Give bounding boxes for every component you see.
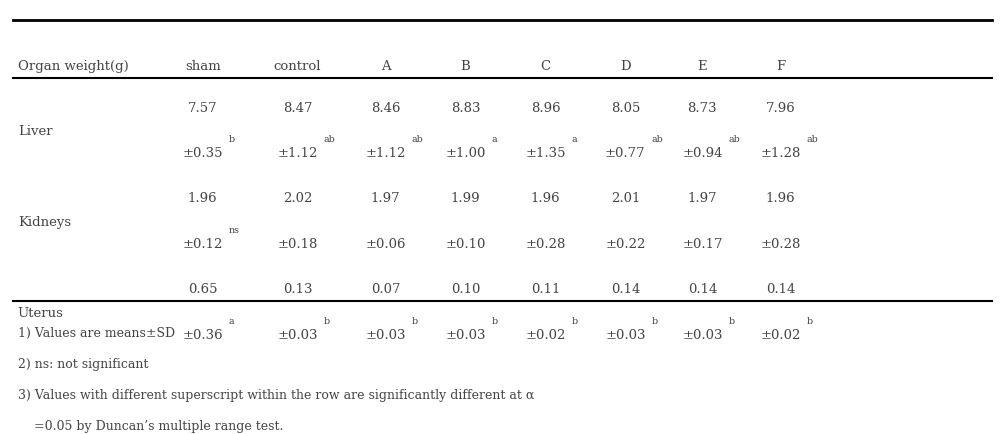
Text: 1.97: 1.97 xyxy=(687,192,718,205)
Text: a: a xyxy=(572,135,577,144)
Text: ±0.35: ±0.35 xyxy=(183,147,223,160)
Text: b: b xyxy=(651,316,657,326)
Text: Kidneys: Kidneys xyxy=(18,216,71,229)
Text: b: b xyxy=(412,316,418,326)
Text: Liver: Liver xyxy=(18,125,52,138)
Text: 8.47: 8.47 xyxy=(282,102,313,114)
Text: 2.02: 2.02 xyxy=(283,192,313,205)
Text: a: a xyxy=(229,316,234,326)
Text: B: B xyxy=(460,60,470,73)
Text: 7.96: 7.96 xyxy=(766,102,795,114)
Text: ±0.12: ±0.12 xyxy=(183,237,223,250)
Text: ab: ab xyxy=(651,135,663,144)
Text: E: E xyxy=(697,60,708,73)
Text: ±0.02: ±0.02 xyxy=(526,328,566,341)
Text: 0.14: 0.14 xyxy=(687,283,718,296)
Text: 1) Values are means±SD: 1) Values are means±SD xyxy=(18,326,175,339)
Text: ±1.28: ±1.28 xyxy=(760,147,801,160)
Text: ±0.10: ±0.10 xyxy=(445,237,485,250)
Text: ±0.02: ±0.02 xyxy=(760,328,801,341)
Text: ±0.18: ±0.18 xyxy=(277,237,318,250)
Text: sham: sham xyxy=(185,60,220,73)
Text: 8.96: 8.96 xyxy=(531,102,561,114)
Text: a: a xyxy=(491,135,497,144)
Text: 1.96: 1.96 xyxy=(766,192,795,205)
Text: ±0.03: ±0.03 xyxy=(445,328,485,341)
Text: ±0.94: ±0.94 xyxy=(682,147,723,160)
Text: Uterus: Uterus xyxy=(18,306,63,319)
Text: 0.14: 0.14 xyxy=(611,283,640,296)
Text: b: b xyxy=(229,135,235,144)
Text: 8.05: 8.05 xyxy=(611,102,640,114)
Text: b: b xyxy=(806,316,812,326)
Text: ab: ab xyxy=(412,135,423,144)
Text: ±0.03: ±0.03 xyxy=(365,328,406,341)
Text: ±0.77: ±0.77 xyxy=(605,147,646,160)
Text: ±0.03: ±0.03 xyxy=(605,328,645,341)
Text: D: D xyxy=(620,60,631,73)
Text: 0.10: 0.10 xyxy=(451,283,480,296)
Text: 0.13: 0.13 xyxy=(282,283,313,296)
Text: b: b xyxy=(729,316,735,326)
Text: ±0.36: ±0.36 xyxy=(182,328,223,341)
Text: ns: ns xyxy=(229,226,239,235)
Text: 1.96: 1.96 xyxy=(188,192,217,205)
Text: ±0.03: ±0.03 xyxy=(682,328,723,341)
Text: ±0.28: ±0.28 xyxy=(760,237,801,250)
Text: ±1.00: ±1.00 xyxy=(445,147,485,160)
Text: ±0.22: ±0.22 xyxy=(605,237,645,250)
Text: b: b xyxy=(572,316,578,326)
Text: 2.01: 2.01 xyxy=(611,192,640,205)
Text: 0.07: 0.07 xyxy=(371,283,400,296)
Text: 0.11: 0.11 xyxy=(531,283,560,296)
Text: ±0.28: ±0.28 xyxy=(526,237,566,250)
Text: b: b xyxy=(491,316,497,326)
Text: 0.65: 0.65 xyxy=(188,283,217,296)
Text: 8.46: 8.46 xyxy=(371,102,400,114)
Text: b: b xyxy=(324,316,330,326)
Text: ±1.12: ±1.12 xyxy=(277,147,318,160)
Text: 1.99: 1.99 xyxy=(450,192,480,205)
Text: C: C xyxy=(541,60,551,73)
Text: ±0.06: ±0.06 xyxy=(365,237,406,250)
Text: ab: ab xyxy=(729,135,740,144)
Text: 2) ns: not significant: 2) ns: not significant xyxy=(18,357,148,370)
Text: ab: ab xyxy=(806,135,818,144)
Text: 3) Values with different superscript within the row are significantly different : 3) Values with different superscript wit… xyxy=(18,388,534,401)
Text: 8.83: 8.83 xyxy=(451,102,480,114)
Text: ab: ab xyxy=(324,135,336,144)
Text: F: F xyxy=(776,60,785,73)
Text: ±1.12: ±1.12 xyxy=(366,147,406,160)
Text: 8.73: 8.73 xyxy=(687,102,718,114)
Text: 0.14: 0.14 xyxy=(766,283,795,296)
Text: 1.97: 1.97 xyxy=(371,192,400,205)
Text: ±0.03: ±0.03 xyxy=(277,328,318,341)
Text: control: control xyxy=(274,60,322,73)
Text: 1.96: 1.96 xyxy=(531,192,561,205)
Text: A: A xyxy=(381,60,390,73)
Text: ±0.17: ±0.17 xyxy=(682,237,723,250)
Text: Organ weight(g): Organ weight(g) xyxy=(18,60,129,73)
Text: =0.05 by Duncan’s multiple range test.: =0.05 by Duncan’s multiple range test. xyxy=(18,419,283,432)
Text: 7.57: 7.57 xyxy=(188,102,217,114)
Text: ±1.35: ±1.35 xyxy=(526,147,566,160)
